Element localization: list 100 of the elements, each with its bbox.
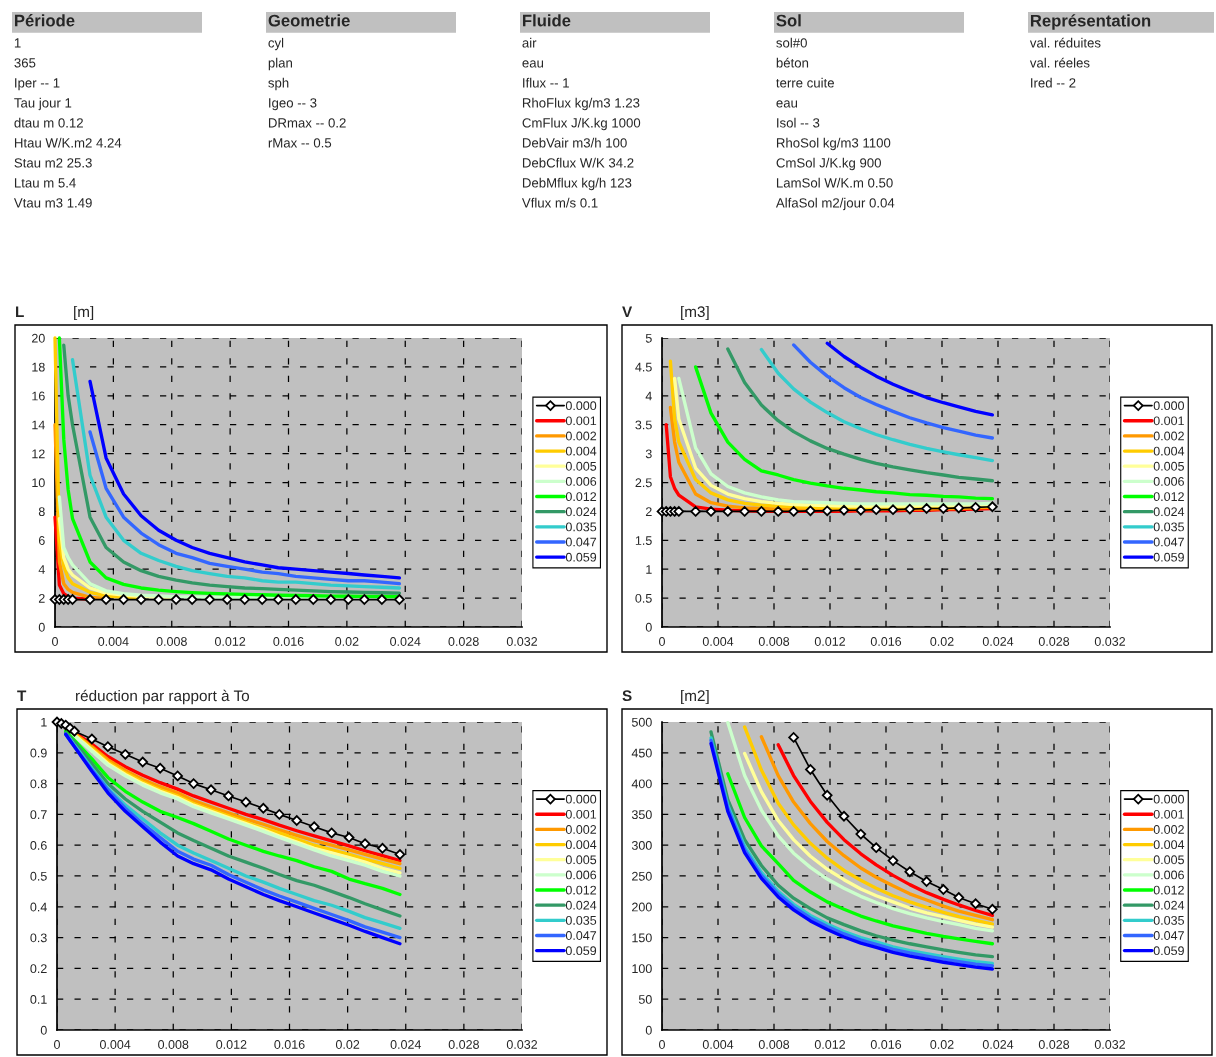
x-tick-label: 0.032 bbox=[506, 637, 538, 646]
point bbox=[291, 815, 303, 826]
line-series bbox=[88, 379, 402, 580]
legend-label: 0.006 bbox=[1153, 870, 1184, 880]
y-tick-label: 450 bbox=[631, 748, 652, 758]
x-tick-label: 0.004 bbox=[702, 1040, 734, 1049]
x-tick-label: 0.016 bbox=[274, 1040, 305, 1049]
text: Htau W/K.m2 4.24 bbox=[14, 137, 122, 148]
point bbox=[788, 732, 799, 743]
text: Vtau m3 1.49 bbox=[13, 198, 92, 208]
line-series bbox=[759, 347, 995, 463]
legend-label: 0.004 bbox=[565, 446, 597, 456]
point bbox=[938, 884, 949, 895]
text: Ltau m 5.4 bbox=[14, 178, 76, 188]
y-tick-label: 4.5 bbox=[635, 362, 652, 372]
y-axis-title: [m2] bbox=[681, 689, 709, 705]
y-tick-label: 500 bbox=[631, 717, 652, 727]
x-tick-label: 0.024 bbox=[982, 1040, 1014, 1049]
point bbox=[69, 725, 80, 737]
text: Isol -- 3 bbox=[777, 117, 820, 128]
legend-label: 0.000 bbox=[565, 794, 597, 804]
legend-label: 0.004 bbox=[565, 840, 597, 850]
x-tick-label: 0.032 bbox=[1094, 1040, 1126, 1049]
point bbox=[119, 749, 131, 760]
y-tick-label: 0.8 bbox=[30, 779, 47, 789]
text: Vflux m/s 0.1 bbox=[521, 197, 598, 208]
y-tick-label: 0 bbox=[645, 622, 652, 632]
point bbox=[343, 832, 355, 843]
text: eau bbox=[522, 60, 544, 68]
y-axis-title: réduction par rapport à To bbox=[76, 689, 250, 705]
legend-label: 0.035 bbox=[565, 915, 597, 925]
point bbox=[308, 821, 320, 833]
point bbox=[904, 866, 916, 878]
text: DebMflux kg/h 123 bbox=[522, 177, 632, 191]
x-tick-label: 0.016 bbox=[870, 1040, 902, 1049]
text: DebCflux W/K 34.2 bbox=[522, 157, 634, 168]
y-tick-label: 0 bbox=[645, 1025, 652, 1035]
y-tick-label: 2.5 bbox=[635, 478, 652, 488]
x-tick-label: 0.016 bbox=[870, 637, 902, 646]
point bbox=[274, 809, 285, 820]
point bbox=[887, 855, 899, 866]
y-tick-label: 0.3 bbox=[30, 933, 47, 943]
text: Fluide bbox=[523, 14, 571, 27]
legend-label: 0.047 bbox=[565, 537, 597, 547]
legend-label: 0.006 bbox=[565, 477, 597, 486]
x-tick-label: 0 bbox=[54, 1040, 60, 1049]
text: Représentation bbox=[1030, 14, 1151, 30]
point bbox=[987, 903, 998, 915]
point bbox=[102, 741, 114, 752]
legend-label: 0.002 bbox=[1153, 431, 1184, 441]
point bbox=[223, 790, 234, 802]
point bbox=[359, 838, 371, 849]
y-tick-label: 1 bbox=[41, 717, 47, 727]
x-tick-label: 0.012 bbox=[214, 637, 246, 646]
text: plan bbox=[268, 57, 292, 71]
legend-label: 0.001 bbox=[565, 809, 597, 819]
x-tick-label: 0.028 bbox=[448, 1040, 479, 1049]
legend-label: 0.047 bbox=[1153, 537, 1184, 547]
legend-label: 0.000 bbox=[1153, 401, 1185, 411]
text: sph bbox=[268, 77, 289, 91]
text: eau bbox=[776, 100, 798, 108]
x-tick-label: 0.024 bbox=[390, 1040, 422, 1049]
y-tick-label: 150 bbox=[632, 933, 652, 943]
legend-label: 0.035 bbox=[1153, 915, 1184, 925]
text: Stau m2 25.3 bbox=[14, 158, 92, 168]
point bbox=[953, 892, 965, 903]
text: RhoFlux kg/m3 1.23 bbox=[522, 97, 640, 111]
y-tick-label: 350 bbox=[631, 810, 652, 820]
text: terre cuite bbox=[776, 77, 834, 88]
text: dtau m 0.12 bbox=[14, 117, 83, 128]
legend-label: 0.005 bbox=[1153, 461, 1184, 471]
legend-label: 0.004 bbox=[1153, 840, 1185, 850]
legend-label: 0.012 bbox=[565, 492, 597, 502]
y-tick-label: 6 bbox=[38, 536, 45, 545]
point bbox=[205, 784, 217, 796]
legend-label: 0.047 bbox=[565, 931, 597, 940]
legend-label: 0.035 bbox=[1153, 522, 1184, 532]
legend-label: 0.059 bbox=[565, 552, 597, 562]
text: Ired -- 2 bbox=[1031, 77, 1076, 88]
chart-title: S bbox=[622, 690, 632, 702]
y-tick-label: 0 bbox=[40, 1025, 47, 1035]
y-axis-title: [m] bbox=[74, 305, 94, 321]
legend-label: 0.012 bbox=[1153, 885, 1184, 895]
y-tick-label: 4 bbox=[645, 391, 652, 401]
y-tick-label: 300 bbox=[631, 841, 652, 850]
x-tick-label: 0 bbox=[659, 1040, 665, 1049]
text: béton bbox=[776, 57, 809, 68]
point bbox=[394, 849, 406, 860]
text: RhoSol kg/m3 1100 bbox=[776, 137, 891, 151]
legend-label: 0.006 bbox=[565, 870, 597, 880]
y-tick-label: 0.4 bbox=[30, 902, 47, 912]
text: sol#0 bbox=[776, 37, 807, 48]
legend-label: 0.002 bbox=[565, 431, 597, 441]
line-series bbox=[791, 343, 995, 440]
line-series bbox=[693, 365, 995, 501]
text: Période bbox=[15, 14, 75, 27]
x-tick-label: 0.012 bbox=[216, 1040, 247, 1049]
legend-label: 0.012 bbox=[565, 885, 597, 895]
x-tick-label: 0.004 bbox=[98, 637, 129, 646]
legend-label: 0.001 bbox=[1153, 416, 1184, 426]
